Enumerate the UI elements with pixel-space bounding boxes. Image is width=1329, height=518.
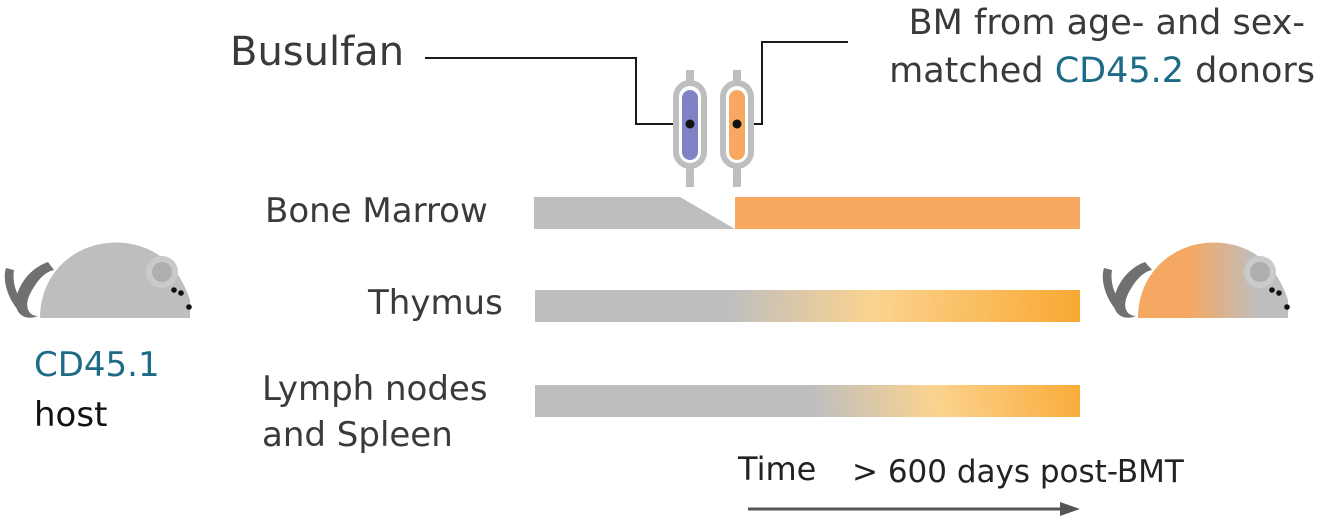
spleen-label: and Spleen	[262, 415, 453, 455]
bone-marrow-bar	[534, 197, 1080, 229]
time-arrow-icon	[748, 502, 1080, 516]
donor-label-line2: matched CD45.2 donors	[889, 51, 1315, 91]
thymus-bar	[535, 290, 1080, 322]
mouse-host-icon	[4, 242, 192, 318]
donor-label-line1: BM from age- and sex-	[908, 3, 1305, 43]
mouse-chimera-icon	[1102, 242, 1290, 318]
syringe-donor-icon	[720, 70, 754, 187]
host-cd45-1-label: CD45.1	[34, 345, 160, 385]
thymus-label: Thymus	[368, 283, 503, 323]
syringe-busulfan-icon	[673, 70, 707, 187]
lymph-spleen-bar	[535, 385, 1080, 417]
busulfan-label: Busulfan	[230, 29, 405, 75]
bone-marrow-label: Bone Marrow	[265, 191, 488, 231]
time-label: Time	[738, 450, 817, 488]
busulfan-callout-line	[425, 57, 690, 125]
duration-label: > 600 days post-BMT	[852, 454, 1184, 490]
cd45-2-label: CD45.2	[1054, 51, 1185, 91]
lymph-nodes-label: Lymph nodes	[262, 369, 488, 409]
host-word-label: host	[34, 395, 108, 435]
